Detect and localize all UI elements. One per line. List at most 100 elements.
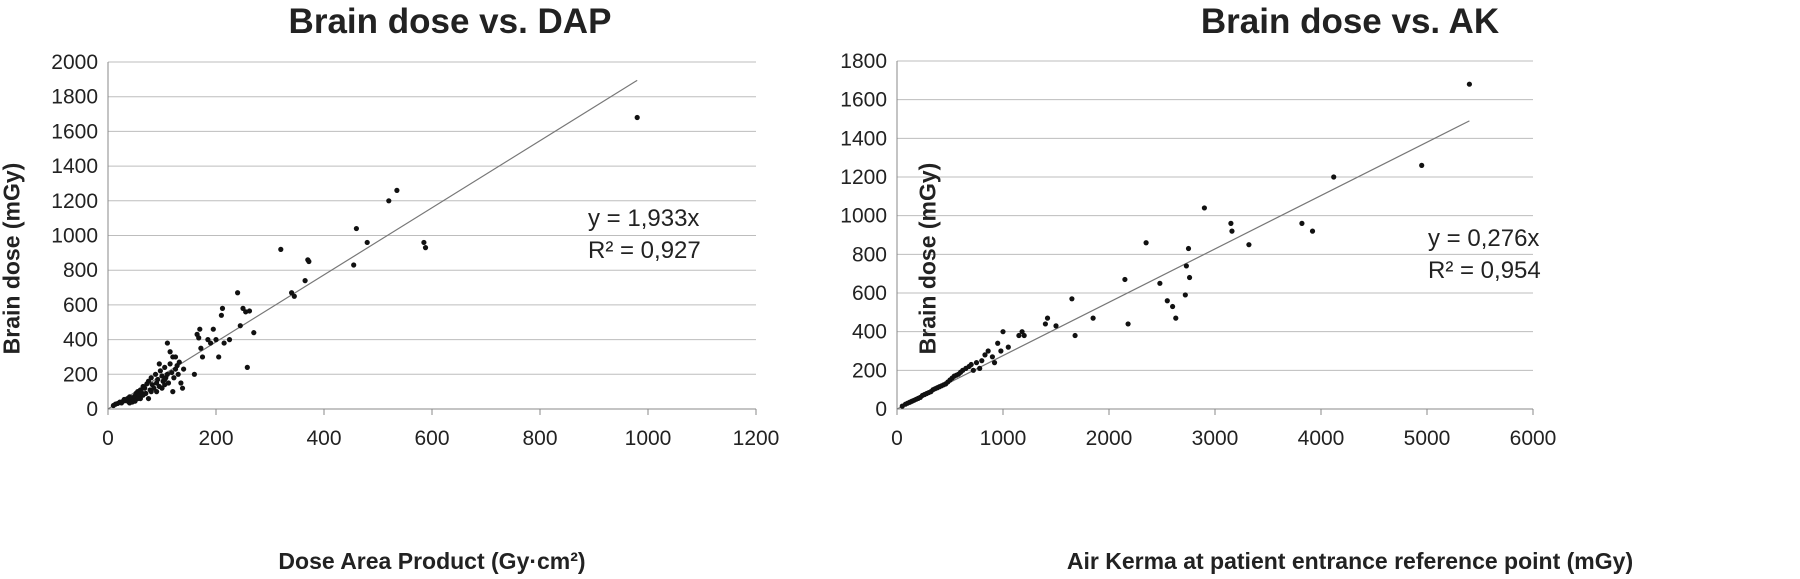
data-point	[394, 187, 400, 193]
x-tick-label: 800	[522, 427, 557, 450]
data-point	[1182, 292, 1188, 298]
data-point	[1021, 332, 1027, 339]
data-point	[1299, 220, 1305, 226]
data-point	[226, 337, 233, 343]
y-tick-label: 0	[875, 398, 887, 421]
y-tick-label: 1000	[840, 205, 887, 228]
y-tick-label: 400	[63, 329, 98, 352]
y-tick-label: 1600	[51, 120, 98, 143]
y-tick-label: 400	[852, 321, 887, 344]
data-point	[199, 354, 206, 360]
data-point	[162, 382, 168, 388]
trendline	[896, 120, 1470, 410]
data-point	[364, 239, 370, 246]
x-axis-label: Air Kerma at patient entrance reference …	[1066, 548, 1634, 574]
y-tick-label: 600	[852, 282, 887, 305]
data-point	[197, 326, 203, 332]
data-point	[164, 340, 170, 346]
data-point	[213, 337, 219, 343]
x-tick-label: 5000	[1404, 427, 1451, 450]
y-tick-label: 600	[63, 294, 98, 317]
data-point	[278, 246, 284, 252]
data-point	[167, 361, 173, 367]
data-point	[1157, 280, 1163, 286]
data-point	[1122, 276, 1128, 283]
data-point	[216, 354, 222, 360]
data-point	[162, 376, 168, 383]
data-point	[162, 364, 168, 370]
data-point	[1170, 303, 1176, 310]
data-point	[1309, 228, 1316, 234]
data-point	[1125, 321, 1131, 327]
data-point	[1183, 263, 1189, 269]
data-point	[1331, 174, 1337, 180]
data-point	[179, 385, 186, 391]
data-point	[1044, 315, 1051, 321]
x-tick-label: 2000	[1086, 427, 1133, 450]
y-axis-label: Brain dose (mGy)	[914, 162, 941, 355]
chart-title: Brain dose vs. AK	[1200, 2, 1500, 41]
data-point	[145, 395, 152, 402]
data-point	[982, 352, 988, 358]
x-tick-label: 1200	[733, 427, 780, 450]
data-point	[1090, 315, 1096, 321]
x-tick-label: 1000	[980, 427, 1027, 450]
data-point	[235, 290, 241, 296]
data-point	[175, 371, 181, 377]
x-tick-label: 0	[891, 427, 903, 450]
data-point	[169, 369, 175, 376]
data-point	[152, 371, 159, 377]
trendline	[107, 79, 638, 410]
data-point	[1072, 332, 1078, 339]
data-point	[208, 340, 214, 346]
data-point	[995, 340, 1001, 346]
data-point	[1466, 81, 1472, 87]
y-tick-label: 1600	[840, 89, 887, 112]
y-tick-label: 1000	[51, 225, 98, 248]
data-point	[156, 361, 162, 367]
data-point	[198, 345, 204, 351]
data-point	[181, 366, 187, 372]
ak-scatter-plot: 0 200 400 600 800 1000 1200 1400 1600 1800 0 1000 20…	[840, 50, 1557, 450]
y-tick-label: 2000	[51, 51, 98, 74]
data-point	[1419, 162, 1425, 168]
data-point	[191, 371, 197, 377]
data-point	[1053, 323, 1059, 329]
data-point	[421, 239, 427, 246]
data-point	[167, 349, 173, 355]
data-point	[196, 335, 202, 341]
data-point	[1173, 315, 1179, 321]
y-tick-label: 1200	[51, 190, 98, 213]
x-tick-label: 6000	[1510, 427, 1557, 450]
data-point	[1228, 220, 1234, 226]
dap-scatter-plot: 0 200 400 600 800 1000 1200 1400 1600 1800 2000 0 20…	[51, 51, 780, 450]
y-tick-label: 1800	[51, 86, 98, 109]
r-squared-value: R² = 0,954	[1428, 257, 1541, 284]
data-point	[251, 330, 257, 336]
data-point	[176, 359, 182, 365]
y-tick-label: 800	[63, 259, 98, 282]
ak-chart-panel: Brain dose vs. AK 0 200 400 600 800 1000 1200 1…	[840, 0, 1800, 579]
data-point	[210, 326, 216, 332]
gridlines	[897, 60, 1533, 371]
data-point	[1069, 296, 1075, 302]
data-point	[1016, 332, 1022, 339]
data-point	[1143, 240, 1149, 246]
trendline-equation: y = 1,933x	[588, 205, 700, 232]
data-point	[1186, 274, 1193, 281]
data-point	[237, 323, 243, 329]
data-point	[1201, 205, 1207, 211]
y-tick-label: 1400	[51, 155, 98, 178]
y-tick-label: 1800	[840, 50, 887, 73]
trendline-equation: y = 0,276x	[1428, 225, 1540, 252]
data-point	[306, 258, 312, 265]
data-point	[219, 305, 226, 311]
data-point	[291, 293, 297, 299]
x-tick-label: 0	[102, 427, 114, 450]
y-tick-label: 200	[852, 359, 887, 382]
x-tick-label: 4000	[1298, 427, 1345, 450]
data-point	[1229, 228, 1235, 234]
data-point	[142, 385, 148, 391]
data-point	[989, 354, 995, 360]
data-point	[973, 360, 980, 366]
